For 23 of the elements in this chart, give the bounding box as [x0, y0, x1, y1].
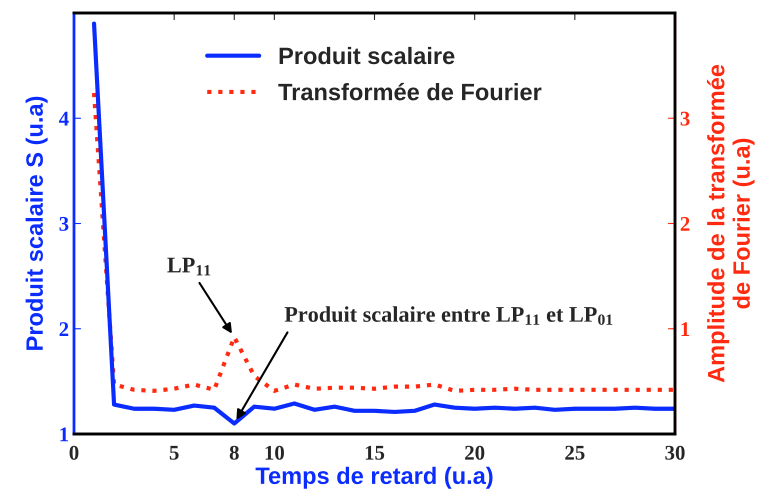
y2-axis-title: Amplitude de la transformée de Fourier (u.a): [706, 64, 755, 382]
x-tick-label: 10: [266, 446, 284, 460]
x-tick-label: 25: [565, 446, 584, 460]
x-tick-label: 15: [366, 446, 384, 460]
y2-tick-label: 2: [680, 216, 690, 231]
y-tick-label: 3: [60, 216, 68, 231]
x-axis-title: Temps de retard (u.a): [256, 466, 493, 489]
x-tick-label: 5: [170, 446, 179, 460]
y-tick-label: 2: [60, 322, 68, 336]
legend-label: Produit scalaire: [280, 46, 454, 64]
y-tick-label: 4: [59, 112, 69, 126]
x-tick-label: 0: [70, 446, 78, 460]
x-tick-label: 20: [465, 446, 484, 460]
line-series: [92, 21, 675, 426]
y-tick-label: 1: [60, 427, 68, 442]
annotation: Produit scalaire entre LP$_{11}$ et LP$_{01}$: [284, 306, 612, 325]
x-tick-label: 8: [230, 446, 239, 460]
y2-tick-label: 1: [682, 322, 690, 336]
legend-label: Transformée de Fourier: [278, 82, 542, 100]
y-axis-title: Produit scalaire S (u.a): [26, 96, 48, 350]
x-tick-label: 30: [665, 446, 685, 460]
y2-tick-label: 3: [680, 112, 690, 126]
annotation: LP$_{11}$: [167, 258, 210, 276]
